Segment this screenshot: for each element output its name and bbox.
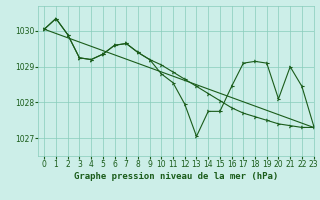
X-axis label: Graphe pression niveau de la mer (hPa): Graphe pression niveau de la mer (hPa) xyxy=(74,172,278,181)
